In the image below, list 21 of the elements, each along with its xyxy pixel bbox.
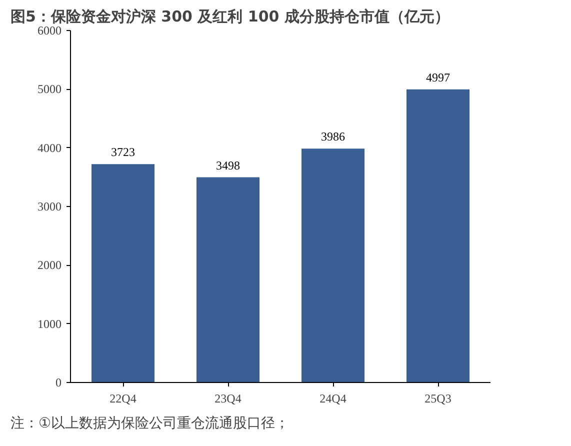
y-tick-label: 0	[56, 376, 62, 390]
data-label: 4997	[426, 70, 450, 84]
x-tick-label: 25Q3	[424, 392, 452, 406]
data-label: 3498	[216, 158, 240, 172]
data-label: 3986	[321, 130, 345, 144]
data-label: 3723	[111, 145, 135, 160]
y-tick-label: 4000	[38, 140, 62, 155]
chart-title: 图5：保险资金对沪深 300 及红利 100 成分股持仓市值（亿元）	[10, 8, 450, 26]
y-tick-label: 1000	[38, 316, 62, 331]
bar	[406, 89, 470, 382]
y-tick-label: 6000	[38, 24, 62, 38]
y-tick-label: 5000	[38, 82, 62, 96]
bar	[302, 148, 364, 382]
x-tick-label: 22Q4	[110, 392, 136, 406]
bar	[92, 164, 154, 382]
y-tick-label: 3000	[38, 200, 62, 214]
bar	[196, 177, 260, 382]
text: 注：①以上数据为保险公司重仓流通股口径；	[10, 416, 290, 432]
x-tick-label: 24Q4	[320, 392, 346, 406]
y-tick-label: 2000	[38, 258, 62, 272]
x-tick-label: 23Q4	[214, 392, 242, 406]
